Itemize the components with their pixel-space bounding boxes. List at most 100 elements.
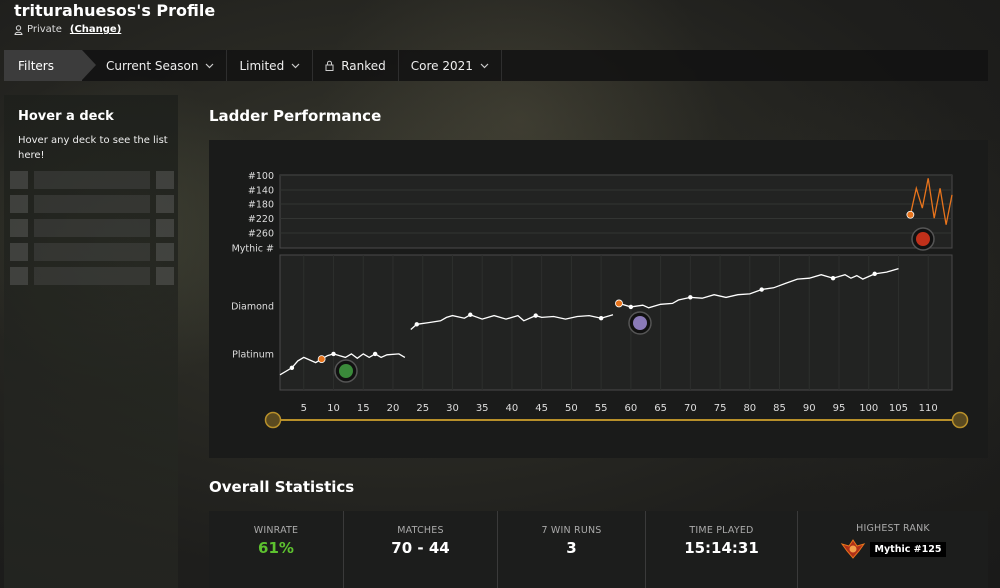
data-point (872, 271, 877, 277)
placeholder-row (10, 267, 174, 285)
rank-up-marker (615, 299, 623, 308)
stats-panel: WINRATE 61% MATCHES 70 - 44 7 WIN RUNS 3… (209, 511, 988, 588)
stat-7-win-runs: 7 WIN RUNS 3 (498, 511, 646, 588)
placeholder-row (10, 219, 174, 237)
series-line-1 (410, 314, 614, 330)
x-tick-label: 90 (803, 403, 816, 414)
series-line-2 (618, 267, 899, 309)
placeholder-row (10, 171, 174, 189)
ladder-chart-svg: #100 #140 #180 #220 #260 Mythic # Diamond Plati… (231, 171, 969, 429)
ladder-chart: #100 #140 #180 #220 #260 Mythic # Diamond Plati… (209, 140, 988, 458)
stat-label: TIME PLAYED (689, 525, 754, 536)
series-line-3 (909, 178, 953, 225)
data-point (468, 312, 473, 317)
stat-label: MATCHES (397, 525, 444, 536)
deck-preview-title: Hover a deck (18, 109, 114, 124)
format-filter-label: Limited (239, 58, 285, 73)
stat-winrate: WINRATE 61% (209, 511, 344, 588)
x-tick-label: 105 (889, 403, 908, 414)
placeholder-row (10, 243, 174, 261)
platinum-badge (339, 364, 353, 378)
mythic-rank-icon (840, 539, 865, 559)
data-point (830, 276, 836, 281)
x-tick-label: 85 (773, 403, 786, 414)
x-tick-label: 5 (301, 403, 307, 414)
privacy-status: Private (Change) (14, 24, 121, 35)
x-tick-label: 55 (595, 403, 608, 414)
stat-label: 7 WIN RUNS (541, 525, 602, 536)
range-slider-end-handle[interactable] (951, 411, 969, 429)
rank-plot-area (279, 254, 953, 391)
x-tick-label: 25 (416, 403, 429, 414)
ranked-filter-label: Ranked (341, 58, 386, 73)
x-tick-label: 10 (327, 403, 340, 414)
stat-time-played: TIME PLAYED 15:14:31 (646, 511, 798, 588)
placeholder-row (10, 195, 174, 213)
x-tick-label: 50 (565, 403, 578, 414)
ladder-performance-title: Ladder Performance (209, 107, 382, 125)
data-point (533, 313, 538, 318)
x-tick-label: 95 (833, 403, 846, 414)
mythic-tick-label: #140 (248, 186, 274, 197)
data-point (372, 351, 378, 357)
rank-tick-label: Platinum (232, 350, 274, 361)
mythic-entry-marker (906, 210, 915, 219)
filters-label: Filters (4, 50, 96, 81)
series-line-0 (279, 353, 406, 376)
x-tick-label: 70 (684, 403, 697, 414)
stat-value: 3 (566, 539, 577, 557)
deck-preview-panel: Hover a deck Hover any deck to see the l… (4, 95, 178, 588)
data-point (759, 287, 764, 292)
stat-label: HIGHEST RANK (856, 523, 930, 534)
data-point (598, 316, 604, 321)
x-tick-label: 20 (387, 403, 400, 414)
format-filter[interactable]: Limited (227, 50, 314, 81)
mythic-tick-label: #220 (248, 214, 274, 225)
x-tick-label: 110 (919, 403, 938, 414)
range-slider-start-handle[interactable] (264, 411, 282, 429)
stat-matches: MATCHES 70 - 44 (344, 511, 498, 588)
x-tick-label: 60 (625, 403, 638, 414)
mythic-tick-label: #180 (248, 200, 274, 211)
data-point (628, 304, 634, 310)
set-filter[interactable]: Core 2021 (399, 50, 502, 81)
data-point (289, 365, 295, 371)
mythic-tick-label: #260 (248, 229, 274, 240)
highest-rank-chip: Mythic #125 (840, 538, 947, 560)
x-tick-label: 30 (446, 403, 459, 414)
stat-label: WINRATE (253, 525, 299, 536)
mythic-plot-area (279, 174, 953, 249)
chevron-down-icon (291, 63, 300, 68)
x-tick-label: 45 (535, 403, 548, 414)
x-tick-label: 35 (476, 403, 489, 414)
overall-statistics-title: Overall Statistics (209, 478, 355, 496)
data-point (688, 295, 693, 300)
chevron-down-icon (206, 63, 214, 68)
mythic-tick-label: #100 (248, 171, 274, 182)
season-filter[interactable]: Current Season (82, 50, 228, 81)
stat-value: 61% (258, 539, 294, 557)
x-tick-label: 75 (714, 403, 727, 414)
x-tick-label: 15 (357, 403, 370, 414)
privacy-label: Private (27, 24, 62, 35)
set-filter-label: Core 2021 (410, 58, 473, 73)
stat-value: 15:14:31 (684, 539, 759, 557)
user-lock-icon (14, 24, 23, 35)
profile-title: triturahuesos's Profile (14, 1, 216, 20)
filter-bar: Filters Current Season Limited Ranked Co… (4, 50, 988, 81)
highest-rank-value: Mythic #125 (869, 541, 947, 557)
change-privacy-link[interactable]: (Change) (69, 24, 122, 35)
mythic-badge (916, 232, 930, 246)
data-point (414, 322, 419, 327)
ranked-filter[interactable]: Ranked (313, 50, 399, 81)
rank-tick-label: Diamond (231, 302, 274, 313)
data-point (331, 351, 336, 357)
diamond-badge (633, 316, 647, 330)
x-tick-label: 100 (859, 403, 878, 414)
deck-preview-text: Hover any deck to see the list here! (18, 135, 168, 161)
x-tick-label: 40 (506, 403, 519, 414)
season-filter-label: Current Season (106, 58, 199, 73)
stat-value: 70 - 44 (391, 539, 450, 557)
stat-highest-rank: HIGHEST RANK Mythic #125 (798, 511, 988, 588)
x-tick-label: 65 (654, 403, 667, 414)
